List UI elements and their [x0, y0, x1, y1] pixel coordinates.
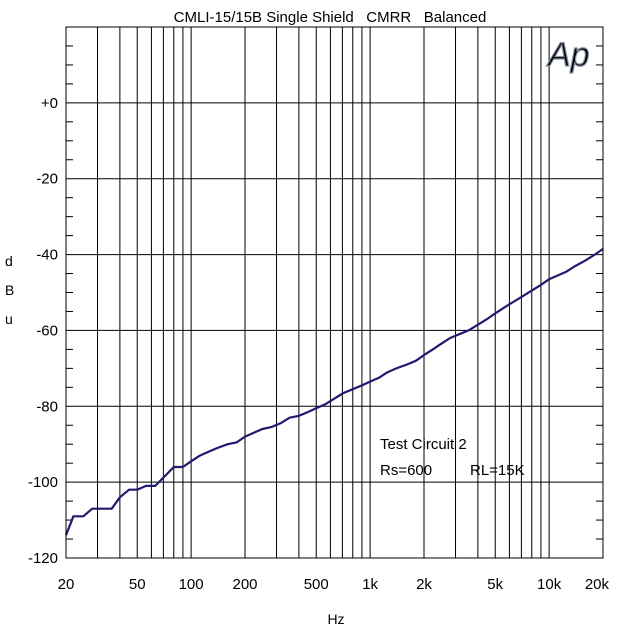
y-tick-label: -80 — [36, 398, 58, 415]
series-line-cmrr — [64, 247, 604, 536]
x-tick-label: 200 — [232, 576, 257, 593]
annotation-rs: Rs=600 — [380, 462, 432, 479]
x-tick-label: 50 — [129, 576, 146, 593]
y-axis-label-d: d — [5, 253, 13, 269]
x-tick-label: 1k — [362, 576, 378, 593]
y-tick-label: -100 — [28, 474, 58, 491]
y-axis-label-b: B — [5, 282, 14, 298]
y-tick-label: -40 — [36, 247, 58, 264]
y-axis-label-u: u — [5, 311, 13, 327]
x-tick-label: 10k — [537, 576, 562, 593]
y-tick-label: -120 — [28, 550, 58, 567]
x-tick-labels: 20 50 100 200 500 1k 2k 5k 10k 20k — [58, 576, 610, 593]
y-tick-label: -60 — [36, 322, 58, 339]
y-axis-label: d B u — [5, 253, 14, 327]
x-tick-label: 20k — [585, 576, 610, 593]
series — [64, 247, 604, 536]
x-tick-label: 20 — [58, 576, 75, 593]
test-annotation: Test Circuit 2 Rs=600 RL=15K — [380, 436, 525, 479]
plot-frame — [65, 26, 604, 559]
chart-title: CMLI-15/15B Single Shield CMRR Balanced — [174, 9, 487, 26]
x-axis-label: Hz — [327, 611, 344, 627]
annotation-test-circuit: Test Circuit 2 — [380, 436, 467, 453]
x-tick-label: 2k — [416, 576, 432, 593]
minor-ticks — [66, 45, 603, 540]
x-tick-label: 5k — [487, 576, 503, 593]
y-tick-label: -20 — [36, 171, 58, 188]
x-tick-label: 500 — [304, 576, 329, 593]
x-tick-label: 100 — [179, 576, 204, 593]
y-tick-labels: +0 -20 -40 -60 -80 -100 -120 — [28, 95, 58, 567]
ap-logo: Ap — [546, 36, 590, 74]
annotation-rl: RL=15K — [470, 462, 525, 479]
y-tick-label: +0 — [41, 95, 58, 112]
